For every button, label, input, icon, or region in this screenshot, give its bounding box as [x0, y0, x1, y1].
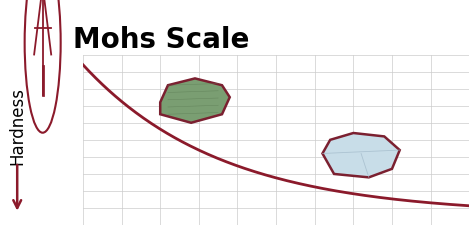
Polygon shape [322, 133, 400, 177]
Text: Mohs Scale: Mohs Scale [73, 26, 250, 54]
Text: Hardness: Hardness [8, 87, 26, 165]
Circle shape [25, 0, 61, 133]
Polygon shape [160, 78, 230, 123]
